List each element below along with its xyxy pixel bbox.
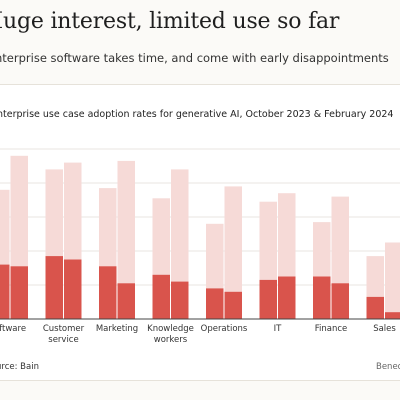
bar-in-use <box>313 276 331 319</box>
page-title: Huge interest, limited use so far <box>0 9 340 34</box>
bar-in-use <box>224 291 242 319</box>
x-tick-label: IT <box>274 324 283 334</box>
author-credit: Bened <box>376 362 400 372</box>
bar-total <box>0 189 10 319</box>
bar-in-use <box>385 312 400 319</box>
x-tick-label: Operations <box>201 324 248 334</box>
x-tick-label: Customer service <box>43 324 85 345</box>
bar-in-use <box>278 276 296 319</box>
bar-in-use <box>45 256 63 319</box>
bar-in-use <box>152 274 170 319</box>
bar-in-use <box>64 259 82 319</box>
bar-total <box>117 160 135 319</box>
page-subtitle: nterprise software takes time, and come … <box>0 51 389 65</box>
x-tick-label: oftware <box>0 324 26 334</box>
x-tick-label: Sales <box>373 324 396 334</box>
bar-in-use <box>117 283 135 319</box>
bar-total <box>385 242 400 319</box>
bar-in-use <box>10 266 28 319</box>
bar-in-use <box>259 279 277 319</box>
bar-in-use <box>366 296 384 319</box>
source-note: urce: Bain <box>0 362 39 372</box>
bar-in-use <box>0 264 10 319</box>
bar-total <box>224 186 242 319</box>
x-tick-label: Marketing <box>96 324 138 334</box>
bar-in-use <box>206 288 224 319</box>
x-tick-label: Finance <box>315 324 348 334</box>
bar-in-use <box>99 266 117 319</box>
bar-in-use <box>171 281 189 319</box>
x-tick-label: Knowledge workers <box>147 324 194 345</box>
chart-title: nterprise use case adoption rates for ge… <box>0 109 394 120</box>
bar-in-use <box>331 283 349 319</box>
